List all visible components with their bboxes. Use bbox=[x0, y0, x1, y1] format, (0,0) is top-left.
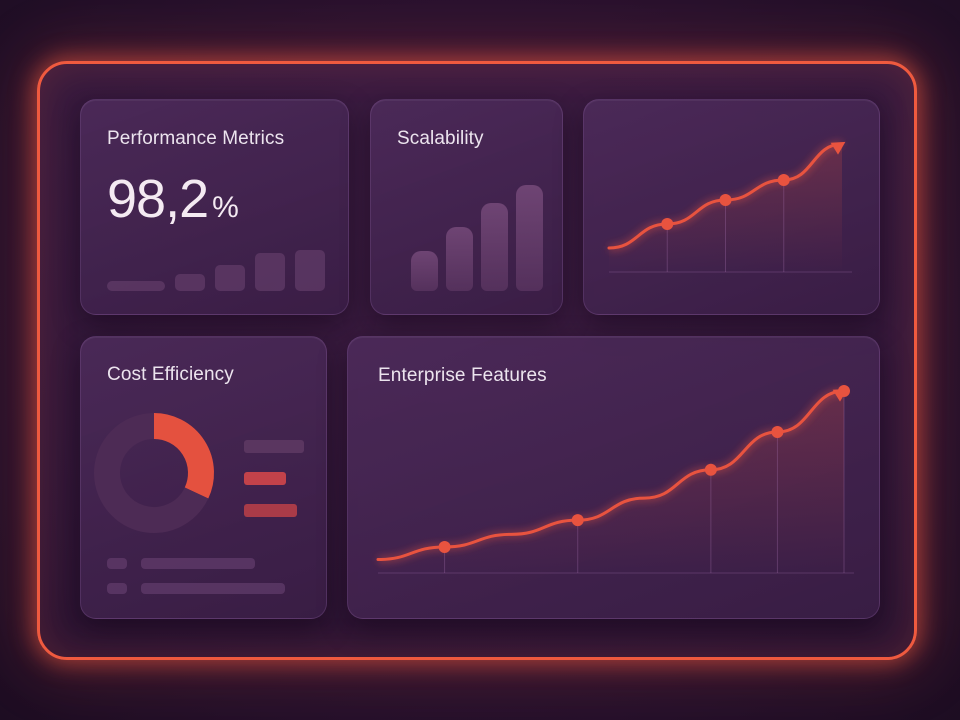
cost-efficiency-card[interactable]: Cost Efficiency bbox=[80, 336, 327, 619]
enterprise-features-title: Enterprise Features bbox=[378, 365, 547, 386]
enterprise-area bbox=[378, 391, 844, 573]
scalability-title: Scalability bbox=[397, 128, 484, 149]
growth-line-chart bbox=[607, 141, 852, 273]
enterprise-data-point bbox=[838, 385, 850, 397]
enterprise-data-point bbox=[771, 425, 784, 438]
scalability-bar bbox=[446, 227, 473, 291]
performance-unit: % bbox=[212, 191, 239, 224]
enterprise-data-point bbox=[571, 514, 584, 527]
placeholder-bullet bbox=[107, 583, 127, 594]
scalability-bar bbox=[516, 185, 543, 291]
donut-slice-remainder bbox=[94, 413, 209, 533]
performance-value: 98,2 bbox=[107, 169, 209, 229]
performance-mini-bar bbox=[107, 281, 165, 291]
scalability-bar bbox=[411, 251, 438, 291]
enterprise-data-point bbox=[704, 463, 717, 476]
growth-data-point bbox=[777, 174, 790, 186]
cost-legend-bar bbox=[244, 472, 286, 485]
enterprise-line-chart bbox=[376, 385, 854, 574]
placeholder-text-line bbox=[141, 583, 285, 594]
placeholder-text-line bbox=[141, 558, 255, 569]
donut-slice-highlight bbox=[153, 413, 214, 499]
placeholder-bullet bbox=[107, 558, 127, 569]
growth-arrow-head bbox=[830, 141, 846, 155]
cost-legend-bar bbox=[244, 504, 297, 517]
performance-metric: 98,2% bbox=[107, 168, 239, 230]
enterprise-features-card[interactable]: Enterprise Features bbox=[347, 336, 880, 619]
growth-data-point bbox=[719, 194, 732, 206]
performance-metrics-title: Performance Metrics bbox=[107, 128, 285, 149]
performance-mini-bar bbox=[255, 252, 285, 291]
growth-trend-card[interactable] bbox=[583, 99, 880, 315]
cost-legend-bar bbox=[244, 440, 304, 453]
scalability-card[interactable]: Scalability bbox=[370, 99, 563, 315]
performance-mini-bar bbox=[175, 274, 205, 291]
performance-mini-bar bbox=[215, 264, 245, 291]
growth-area bbox=[609, 144, 842, 272]
performance-mini-bar bbox=[295, 250, 325, 291]
scalability-bar bbox=[481, 203, 508, 291]
cost-donut-chart bbox=[94, 413, 214, 533]
performance-metrics-card[interactable]: Performance Metrics 98,2% bbox=[80, 99, 349, 315]
enterprise-data-point bbox=[438, 540, 451, 553]
cost-efficiency-title: Cost Efficiency bbox=[107, 364, 234, 385]
growth-data-point bbox=[661, 218, 674, 230]
